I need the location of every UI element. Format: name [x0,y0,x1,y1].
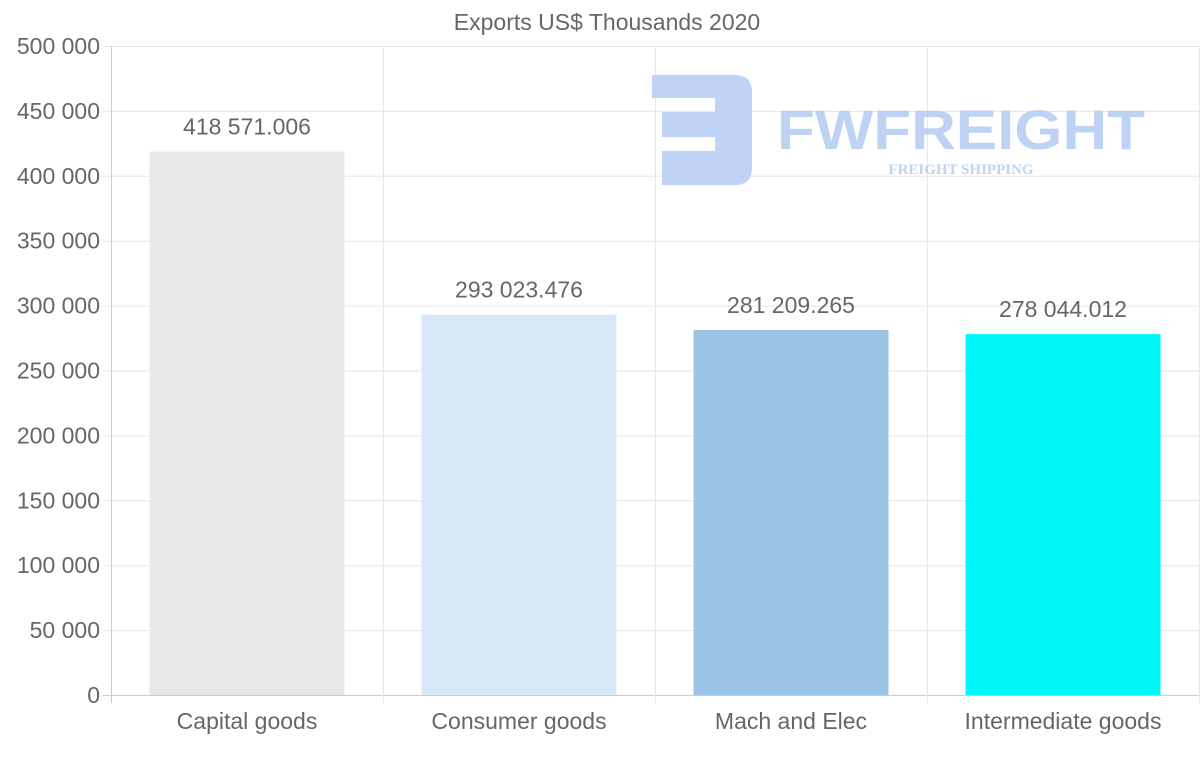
x-axis: Capital goods Consumer goods Mach and Elec… [177,708,1162,734]
bar [421,314,617,695]
y-tick-label: 350 000 [17,228,100,254]
data-label: 281 209.265 [727,292,855,318]
y-tick-label: 150 000 [17,487,100,513]
x-tick-label: Intermediate goods [965,708,1162,734]
logo-brand: FWFREIGHT [777,98,1145,161]
y-tick-label: 450 000 [17,98,100,124]
y-tick-label: 300 000 [17,293,100,319]
data-label: 278 044.012 [999,296,1127,322]
x-tick-label: Consumer goods [431,708,606,734]
bar [149,151,345,696]
y-tick-label: 500 000 [17,33,100,59]
y-tick-label: 100 000 [17,552,100,578]
watermark-logo: FWFREIGHT FREIGHT SHIPPING [652,75,1145,185]
y-tick-label: 250 000 [17,358,100,384]
bars: 418 571.006 293 023.476 281 209.265 278 044… [149,114,1161,696]
logo-mark-icon [652,75,752,185]
y-axis: 0 50 000 100 000 150 000 200 000 250 000 300 0… [17,33,100,708]
x-tick-label: Mach and Elec [715,708,867,734]
y-tick-label: 50 000 [30,617,100,643]
bar [965,334,1161,695]
data-label: 418 571.006 [183,114,311,140]
bar [693,329,889,695]
y-tick-label: 0 [87,682,100,708]
y-tick-label: 400 000 [17,163,100,189]
data-label: 293 023.476 [455,277,583,303]
chart-title: Exports US$ Thousands 2020 [454,9,760,35]
logo-tagline: FREIGHT SHIPPING [888,162,1033,178]
y-tick-label: 200 000 [17,422,100,448]
x-tick-label: Capital goods [177,708,318,734]
